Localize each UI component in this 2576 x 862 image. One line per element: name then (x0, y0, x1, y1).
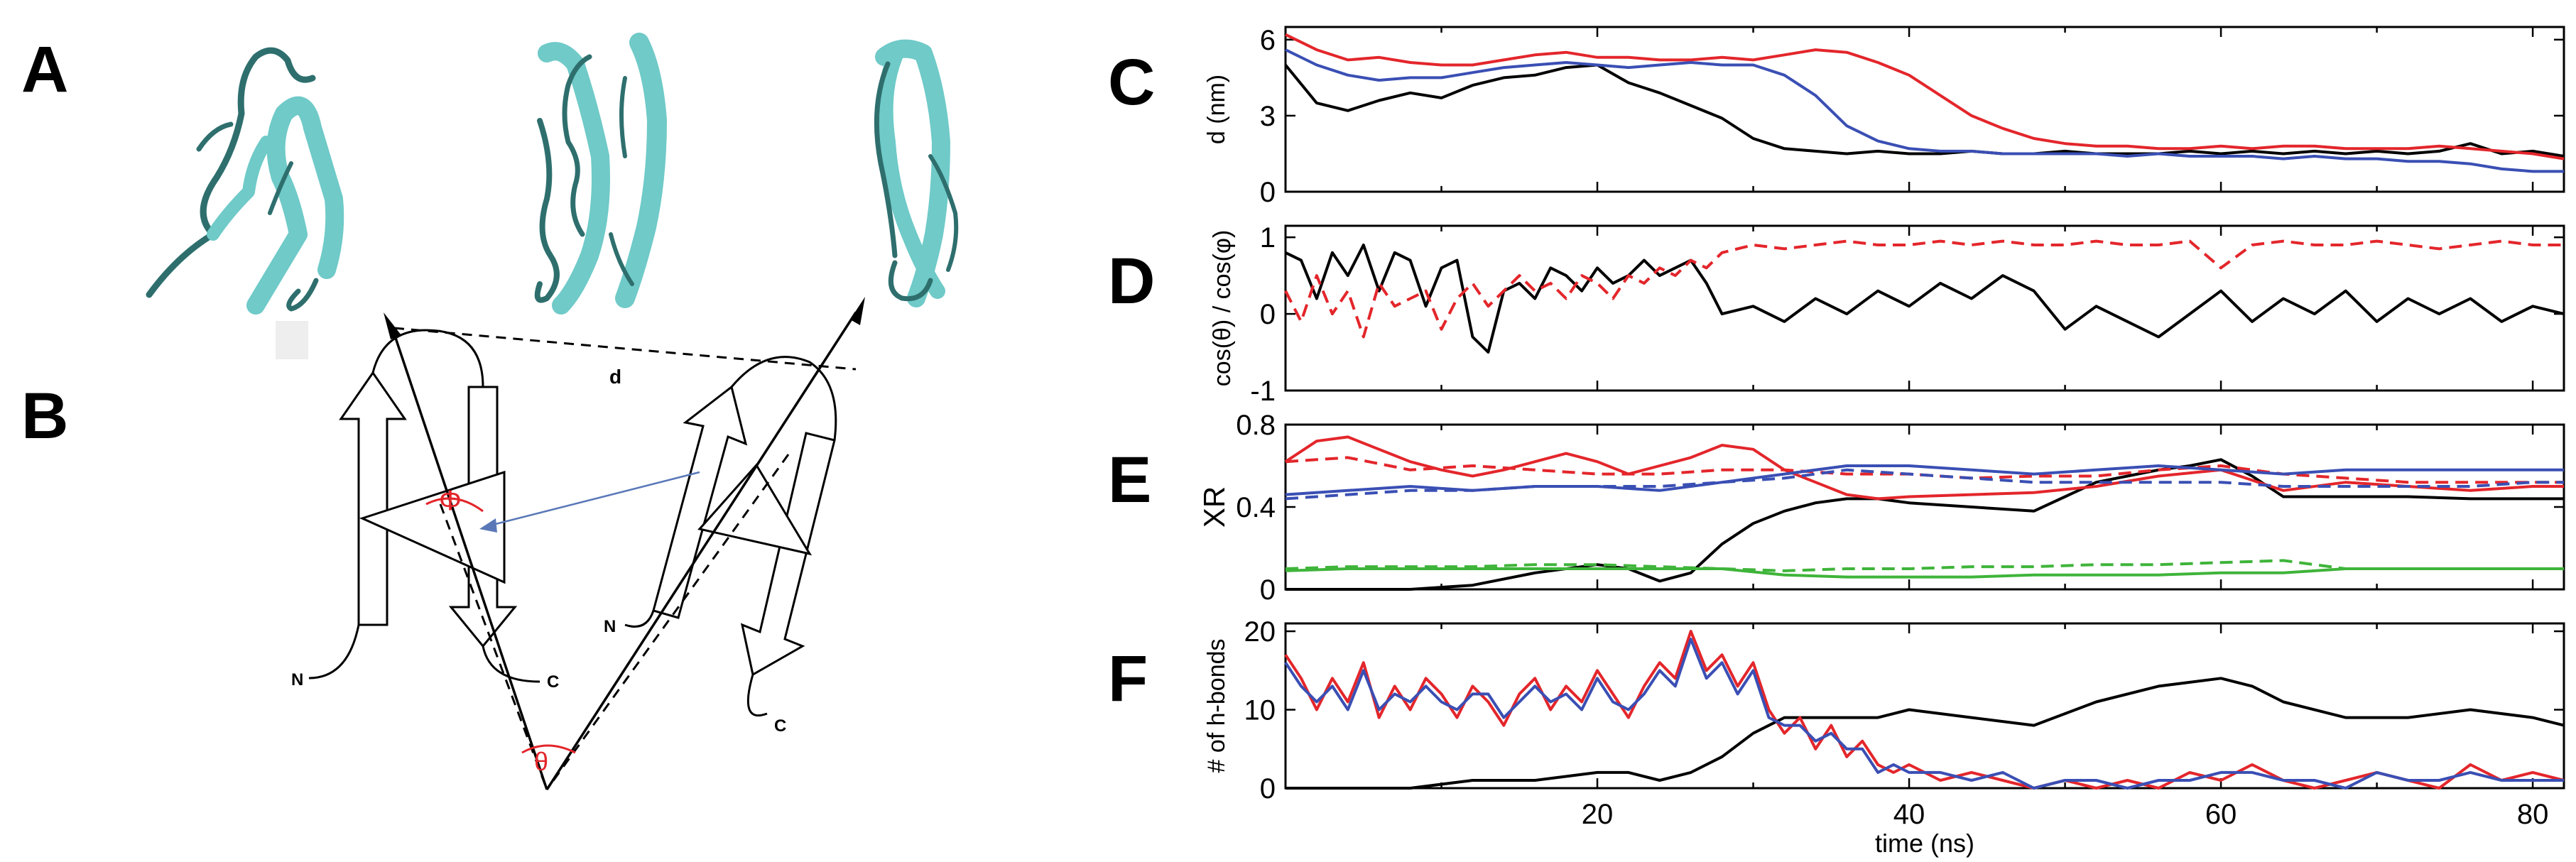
chart-f: 0 10 20 # of h-bonds 20 40 60 80 time (ns) (1203, 616, 2565, 858)
y-tick-label: 0 (1260, 574, 1276, 606)
y-tick-label: 0 (1260, 299, 1276, 330)
loop-top-right (730, 356, 837, 441)
panel-letter-b: B (21, 380, 69, 452)
theta-angle-arc (521, 744, 576, 754)
y-tick-label: 20 (1244, 616, 1276, 648)
c-terminus-label-right: C (774, 716, 786, 736)
series-line-blue-solid (1285, 464, 2564, 496)
artifact-patch (276, 321, 308, 359)
c-terminus-label-left: C (547, 672, 559, 692)
series-line-black-solid (1285, 244, 2565, 354)
series-line-green-solid (1285, 567, 2564, 579)
y-tick-label: -1 (1250, 376, 1276, 407)
y-axis-label: XR (1197, 486, 1231, 528)
n-terminus-label-left: N (291, 670, 303, 689)
x-axis-label: time (ns) (1875, 829, 1974, 858)
blue-arrowhead (479, 518, 497, 533)
series-line-red-solid (1284, 435, 2564, 501)
y-tick-label: 0.4 (1236, 492, 1276, 523)
loop-top-left (371, 329, 484, 388)
beta-strand-right-1 (652, 385, 748, 619)
panel-letter-d: D (1108, 245, 1156, 317)
beta-strand-left-1 (339, 371, 407, 626)
panel-letter-c: C (1108, 46, 1156, 119)
c-terminus-curve-left (482, 645, 540, 683)
y-axis-label: # of h-bonds (1203, 638, 1230, 773)
x-tick-label: 60 (2205, 799, 2237, 830)
distance-label-d: d (609, 366, 621, 388)
plot-frame (1284, 622, 2565, 790)
dashed-extension-right (545, 454, 790, 790)
beta-strand-right-3 (697, 463, 813, 556)
plot-frame (1284, 224, 2565, 392)
y-tick-label: 6 (1260, 25, 1276, 56)
series-line-black-solid (1286, 677, 2565, 790)
series-line-red-dashed (1284, 239, 2564, 339)
theta-label: θ (534, 747, 548, 776)
beta-strand-right-2 (740, 432, 836, 677)
y-axis-label: d (nm) (1203, 75, 1230, 144)
y-tick-label: 0 (1260, 177, 1276, 208)
series-line-black-solid (1286, 458, 2564, 591)
series-line-red-solid (1284, 630, 2565, 790)
n-terminus-label-right: N (604, 617, 616, 636)
n-terminus-curve-left (308, 624, 360, 680)
vector-left (393, 333, 548, 790)
time-series-charts: 0 3 6 d (nm) -1 0 1 cos(θ) / cos(φ) 0 0.4 0.8 XR 0 10… (1197, 25, 2565, 858)
y-tick-label: 0 (1260, 773, 1276, 804)
y-axis-label: cos(θ) / cos(φ) (1209, 230, 1236, 386)
series-line-red-dashed (1285, 456, 2564, 484)
x-tick-label: 80 (2517, 799, 2549, 830)
protein-structure-2 (534, 33, 667, 315)
panel-letter-a: A (21, 33, 69, 106)
protein-structure-1 (146, 47, 344, 315)
vector-right (545, 312, 857, 790)
chart-d: -1 0 1 cos(θ) / cos(φ) (1209, 222, 2565, 407)
chart-c: 0 3 6 d (nm) (1203, 25, 2565, 208)
x-tick-label: 40 (1893, 799, 1925, 830)
panel-letter-e: E (1108, 444, 1152, 516)
blue-connector-arrow (489, 471, 700, 527)
series-line-blue-solid (1285, 48, 2564, 173)
plot-frame (1284, 26, 2565, 193)
c-terminus-curve-right (746, 674, 768, 717)
y-tick-label: 1 (1260, 222, 1276, 253)
y-tick-label: 10 (1244, 695, 1276, 726)
series-line-black-solid (1284, 63, 2565, 158)
series-line-red-solid (1285, 33, 2565, 160)
phi-angle-arc (425, 497, 484, 513)
series-line-blue-solid (1284, 638, 2564, 790)
topology-diagram (308, 297, 865, 790)
y-tick-label: 0.8 (1236, 410, 1276, 441)
x-tick-label: 20 (1582, 799, 1614, 830)
protein-structure-3 (874, 39, 959, 307)
distance-line-d (393, 327, 857, 371)
n-terminus-curve-right (624, 610, 655, 628)
plot-frame (1284, 423, 2565, 591)
phi-label: Φ (439, 485, 462, 516)
y-tick-label: 3 (1260, 101, 1276, 132)
chart-e: 0 0.4 0.8 XR (1197, 410, 2565, 606)
panel-letter-f: F (1108, 643, 1148, 715)
